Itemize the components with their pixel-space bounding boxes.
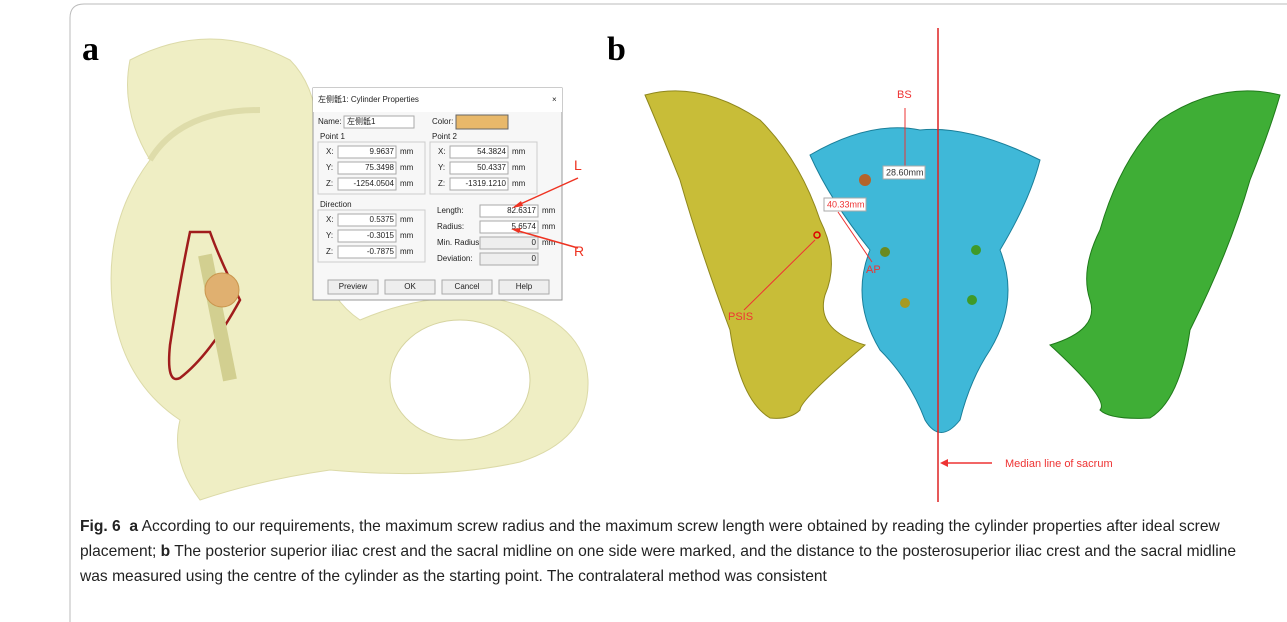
field-value: 0 (532, 238, 537, 247)
field-unit: mm (512, 147, 526, 156)
button-label[interactable]: OK (404, 282, 416, 291)
field-unit: mm (512, 179, 526, 188)
field-label: Y: (326, 231, 333, 240)
annotation: PSIS (728, 311, 753, 323)
field-label: X: (326, 147, 334, 156)
field-label: Length: (437, 206, 464, 215)
field-unit: mm (512, 163, 526, 172)
field-value: 9.9637 (370, 147, 395, 156)
field-value: -1254.0504 (354, 179, 395, 188)
field-box[interactable] (480, 237, 538, 249)
field-value: -1319.1210 (466, 179, 507, 188)
field-unit: mm (400, 247, 414, 256)
field-label: Z: (326, 179, 333, 188)
field-unit: mm (542, 206, 556, 215)
measurement: 40.33mm (827, 199, 865, 209)
part-label: b (161, 543, 171, 560)
field-unit: mm (400, 147, 414, 156)
color-swatch[interactable] (456, 115, 508, 129)
field-value: 50.4337 (477, 163, 506, 172)
group-title: Direction (320, 200, 352, 209)
field-unit: mm (400, 163, 414, 172)
field-label: X: (438, 147, 446, 156)
field-label: Radius: (437, 222, 464, 231)
field-value: 82.6317 (507, 206, 536, 215)
name-value: 左侧骶1 (347, 116, 376, 126)
color-label: Color: (432, 117, 453, 126)
measurement: 28.60mm (886, 167, 924, 177)
panel-label: b (607, 31, 626, 68)
name-label: Name: (318, 117, 342, 126)
field-value: -0.7875 (367, 247, 395, 256)
figure-label: Fig. 6 (80, 518, 121, 535)
field-value: 0.5375 (370, 215, 395, 224)
field-value: 0 (532, 254, 537, 263)
cylinder-dialog: 左侧骶1: Cylinder Properties × Name: 左侧骶1 C… (313, 88, 562, 300)
panel-label: a (82, 31, 99, 68)
dialog-title: 左侧骶1: Cylinder Properties (318, 94, 419, 104)
group-title: Point 1 (320, 132, 345, 141)
page: a 左侧骶1: Cylinder Properties × Name: 左侧骶1… (0, 0, 1287, 622)
close-button[interactable]: × (552, 95, 557, 104)
sacrum-model (645, 91, 1280, 433)
field-label: Deviation: (437, 254, 473, 263)
caption-text: The posterior superior iliac crest and t… (80, 543, 1236, 585)
field-unit: mm (400, 215, 414, 224)
caption: Fig. 6 a According to our requirements, … (80, 514, 1245, 589)
field-value: 75.3498 (365, 163, 394, 172)
field-label: Z: (438, 179, 445, 188)
button-label[interactable]: Cancel (455, 282, 480, 291)
field-value: 54.3824 (477, 147, 506, 156)
annotation: AP (866, 264, 881, 276)
part-label: a (129, 518, 138, 535)
field-label: Min. Radius: (437, 238, 481, 247)
field-label: Y: (438, 163, 445, 172)
field-unit: mm (400, 231, 414, 240)
button-label[interactable]: Help (516, 282, 533, 291)
field-label: Y: (326, 163, 333, 172)
field-label: Z: (326, 247, 333, 256)
annotation: BS (897, 89, 912, 101)
field-value: -0.3015 (367, 231, 395, 240)
button-label[interactable]: Preview (339, 282, 368, 291)
group-title: Point 2 (432, 132, 457, 141)
annotation: R (574, 243, 584, 259)
field-label: X: (326, 215, 334, 224)
field-box[interactable] (480, 253, 538, 265)
annotation: L (574, 157, 582, 173)
annotation: Median line of sacrum (1005, 458, 1113, 470)
field-unit: mm (400, 179, 414, 188)
field-unit: mm (542, 222, 556, 231)
